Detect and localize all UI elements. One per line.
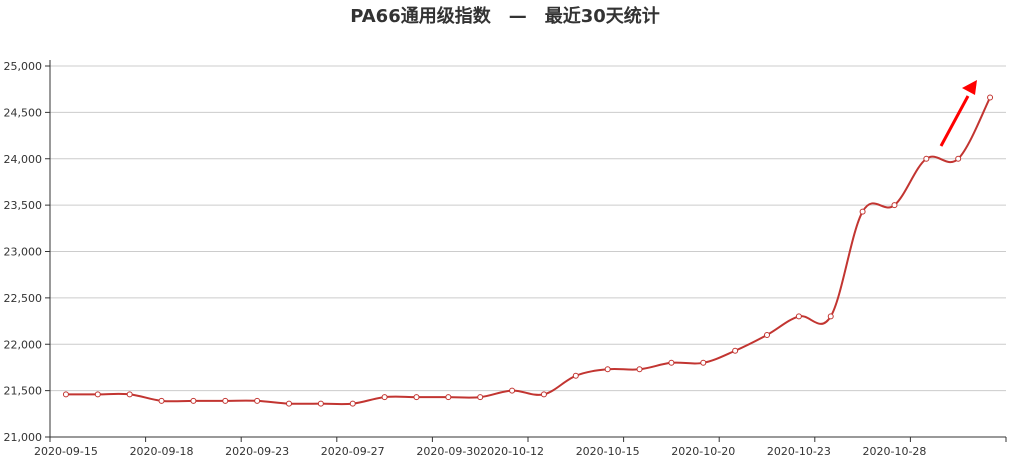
data-point — [572, 372, 579, 379]
x-tick-label: 2020-09-23 — [225, 445, 289, 458]
data-point — [222, 397, 229, 404]
chart-title: PA66通用级指数 — 最近30天统计 — [350, 6, 660, 27]
x-tick-label: 2020-10-28 — [862, 445, 926, 458]
x-tick-label: 2020-09-18 — [130, 445, 194, 458]
data-point — [286, 400, 292, 407]
data-point — [859, 208, 866, 215]
data-point — [795, 313, 802, 320]
x-tick-label: 2020-10-12 — [480, 445, 544, 458]
x-tick-label: 2020-09-30 — [416, 445, 480, 458]
y-tick-label: 24,500 — [4, 106, 43, 119]
data-point — [509, 387, 516, 394]
data-point — [445, 394, 452, 401]
grid-lines — [50, 65, 1006, 392]
y-tick-label: 21,000 — [4, 431, 43, 444]
axes: 21,000 21,500 22,000 22,500 23,000 23,500 24,0… — [4, 60, 1007, 458]
x-tick-label: 2020-10-23 — [767, 445, 831, 458]
data-point — [158, 397, 165, 404]
data-point — [732, 347, 739, 354]
trend-arrow-shaft — [939, 95, 970, 147]
data-point — [381, 394, 388, 401]
data-point — [349, 400, 356, 407]
data-point — [668, 359, 675, 366]
data-point — [700, 359, 707, 366]
data-point — [540, 391, 547, 398]
y-tick-label: 22,500 — [4, 292, 43, 305]
data-point — [987, 94, 994, 101]
data-point — [254, 397, 261, 404]
x-tick-label: 2020-09-27 — [321, 445, 385, 458]
series-layer — [62, 94, 994, 407]
data-point — [891, 202, 898, 209]
x-tick-label: 2020-10-15 — [576, 445, 640, 458]
y-tick-label: 25,000 — [4, 60, 43, 73]
y-tick-label: 21,500 — [4, 385, 43, 398]
x-tick-label: 2020-09-15 — [34, 445, 98, 458]
data-point — [190, 397, 197, 404]
data-point — [604, 366, 611, 373]
data-point — [636, 366, 643, 373]
x-tick-label: 2020-10-20 — [671, 445, 735, 458]
data-point — [126, 391, 133, 398]
data-point — [955, 155, 962, 162]
data-point — [62, 391, 69, 398]
data-point — [94, 391, 101, 398]
data-point — [317, 400, 324, 407]
data-point — [764, 331, 770, 338]
y-tick-label: 22,000 — [4, 338, 43, 351]
data-point — [477, 394, 484, 401]
y-tick-label: 23,500 — [4, 199, 43, 212]
data-point — [923, 155, 930, 162]
trend-arrow-head — [962, 80, 977, 95]
data-point — [413, 394, 420, 401]
annotation-layer — [939, 80, 977, 147]
series-line — [65, 97, 991, 406]
y-tick-label: 24,000 — [4, 153, 43, 166]
y-tick-label: 23,000 — [4, 246, 43, 259]
data-point — [827, 313, 834, 320]
